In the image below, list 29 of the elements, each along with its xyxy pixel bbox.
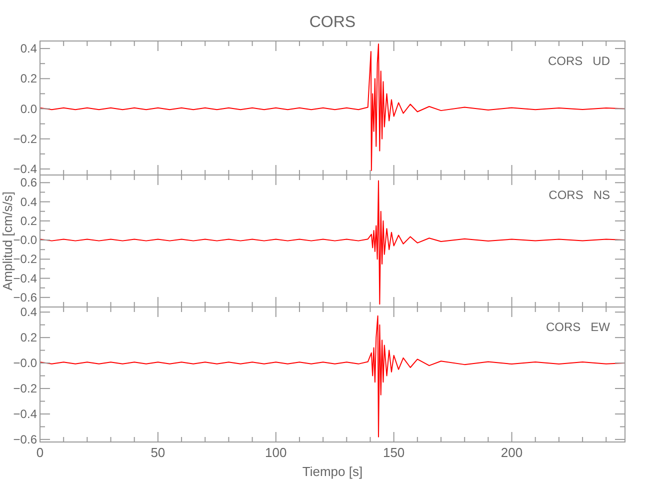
y-axis-title: Amplitud [cm/s/s] [0, 192, 15, 290]
y-tick-label: −0.6 [13, 290, 38, 304]
annotation: CORS NS [548, 188, 610, 202]
y-tick-label: −0.4 [13, 406, 38, 421]
y-tick-label: −0.6 [13, 432, 38, 446]
x-tick-label: 150 [382, 445, 405, 460]
line-series [40, 44, 626, 171]
x-axis-title: Tiempo [s] [302, 464, 363, 479]
y-tick-label: 0.2 [20, 214, 38, 228]
y-tick-label: 0.2 [20, 72, 38, 86]
x-tick-label: 200 [500, 445, 523, 460]
y-tick-label: −0.2 [13, 382, 38, 396]
y-tick-label: 0.6 [20, 176, 38, 190]
y-tick-label: −0.0 [13, 356, 38, 370]
y-tick-label: 0.0 [20, 102, 38, 116]
y-tick-label: −0.2 [13, 252, 38, 266]
y-tick-label: 0.4 [20, 42, 38, 56]
y-tick-label: 0.4 [20, 305, 38, 320]
y-tick-label: 0.2 [20, 330, 38, 345]
y-tick-label: −0.4 [13, 271, 38, 286]
x-tick-label: 0 [36, 445, 44, 460]
y-tick-label: −0.4 [13, 162, 38, 176]
chart-title: CORS [309, 14, 356, 31]
y-tick-label: 0.4 [20, 194, 38, 209]
y-tick-label: −0.2 [13, 132, 38, 146]
x-tick-label: 100 [265, 445, 287, 460]
annotation: CORS UD [548, 54, 610, 68]
annotation: CORS EW [546, 320, 611, 334]
x-tick-label: 50 [150, 445, 166, 460]
